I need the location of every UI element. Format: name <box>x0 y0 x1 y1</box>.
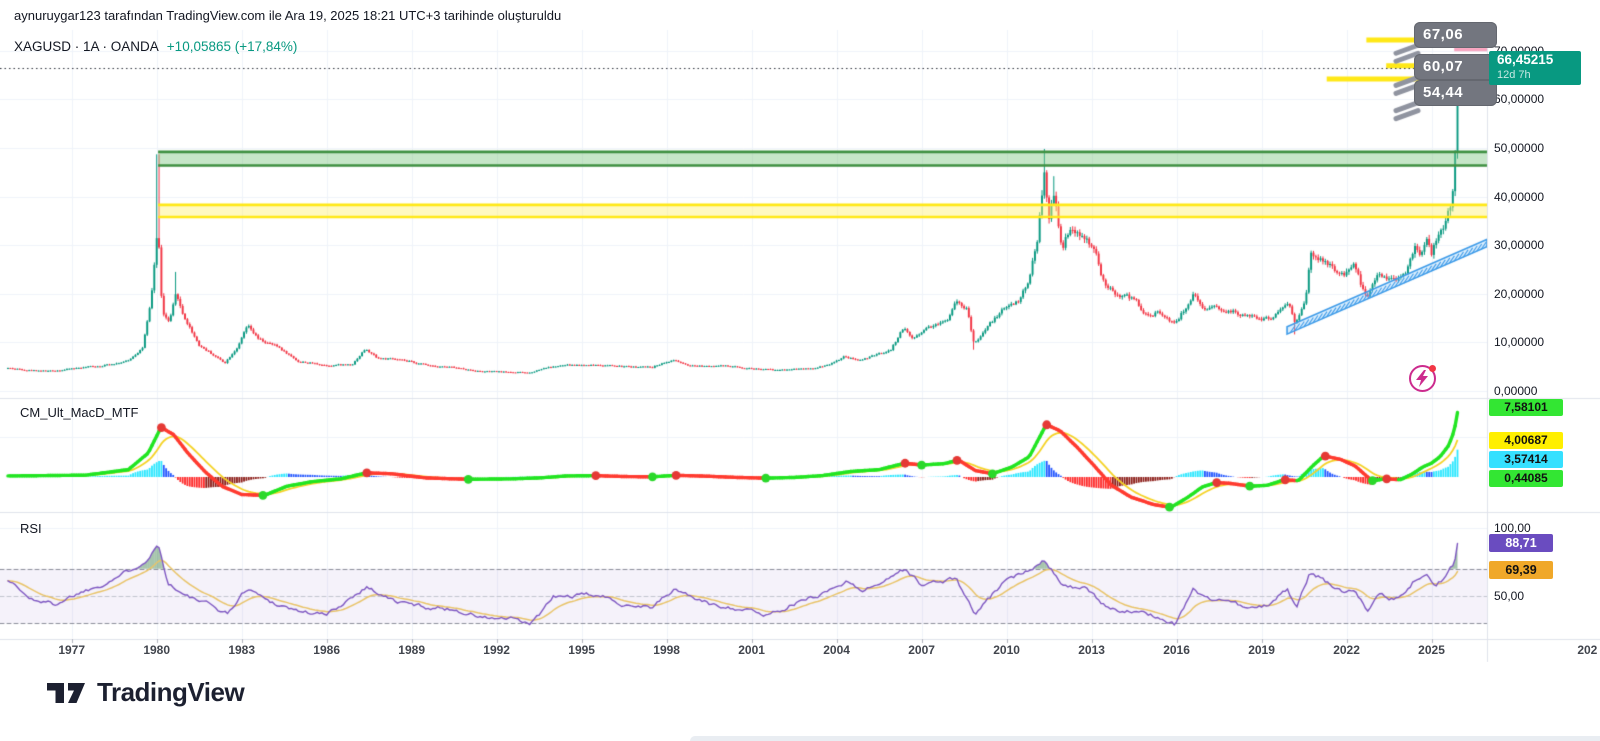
price-label-callout[interactable]: 60,07 <box>1414 54 1497 81</box>
tradingview-logo[interactable]: TradingView <box>45 677 245 708</box>
price-axis-tick: 10,00000 <box>1494 335 1545 350</box>
symbol-legend[interactable]: XAGUSD · 1A · OANDA +10,05865 (+17,84%) <box>14 39 297 54</box>
time-axis-label: 2001 <box>738 643 765 657</box>
time-axis-label: 1995 <box>568 643 595 657</box>
time-axis-label: 2016 <box>1163 643 1190 657</box>
price-axis-tick: 50,00000 <box>1494 141 1545 155</box>
price-axis-tick: 40,00000 <box>1494 189 1545 204</box>
rsi-value-chip: 88,71 <box>1489 534 1553 553</box>
time-axis-label: 2010 <box>993 643 1020 657</box>
time-axis-label: 1977 <box>58 643 86 657</box>
time-axis-label: 1992 <box>483 643 510 657</box>
time-axis-label: 202 <box>1577 643 1598 657</box>
price-axis-tick: 60,00000 <box>1494 92 1545 107</box>
macd-value-chip: 3,57414 <box>1489 450 1563 468</box>
macd-pane-title[interactable]: CM_Ult_MacD_MTF <box>20 405 139 420</box>
tradingview-logo-text: TradingView <box>97 677 245 707</box>
price-label-callout[interactable]: 67,06 <box>1414 22 1497 49</box>
time-axis-label: 1983 <box>228 643 256 657</box>
bottom-strip <box>690 736 1600 741</box>
bar-countdown: 12d 7h <box>1497 69 1531 81</box>
current-price-label: 66,45215 12d 7h <box>1489 51 1581 85</box>
macd-value-chip: 4,00687 <box>1489 431 1563 449</box>
time-axis-label: 1998 <box>653 643 680 657</box>
macd-value-chip: 7,58101 <box>1489 398 1563 416</box>
footer: TradingView <box>0 662 1600 741</box>
time-axis-label: 1980 <box>143 643 171 657</box>
time-axis-label: 2022 <box>1333 643 1360 657</box>
boost-lightning-icon[interactable] <box>1409 365 1436 392</box>
time-axis-label: 2004 <box>823 643 850 657</box>
time-axis-label: 2013 <box>1078 643 1105 657</box>
symbol-title[interactable]: XAGUSD · 1A · OANDA <box>14 39 159 54</box>
rsi-axis-tick: 100,00 <box>1494 521 1531 535</box>
attribution-text: aynuruygar123 tarafından TradingView.com… <box>14 8 562 23</box>
tradingview-logo-icon <box>47 682 85 703</box>
rsi-value-chip: 69,39 <box>1489 560 1553 579</box>
rsi-axis-tick: 50,00 <box>1494 589 1525 603</box>
price-axis-tick: 20,00000 <box>1494 286 1545 301</box>
lightning-icon <box>1416 370 1428 387</box>
time-axis-label: 2025 <box>1418 643 1445 657</box>
time-axis-label: 2007 <box>908 643 935 657</box>
macd-value-chip: 0,44085 <box>1489 469 1563 487</box>
notification-dot <box>1429 365 1436 372</box>
time-axis-label: 2019 <box>1248 643 1275 657</box>
symbol-change: +10,05865 (+17,84%) <box>166 39 298 54</box>
attribution-bar: aynuruygar123 tarafından TradingView.com… <box>14 8 561 23</box>
time-axis-label: 1989 <box>398 643 425 657</box>
price-axis-tick: 0,00000 <box>1494 384 1538 398</box>
price-label-callout[interactable]: 54,44 <box>1414 79 1497 106</box>
price-axis-tick: 30,00000 <box>1494 238 1545 253</box>
rsi-pane-title[interactable]: RSI <box>20 521 42 536</box>
time-axis-label: 1986 <box>313 643 340 657</box>
current-price-value: 66,45215 <box>1497 52 1554 67</box>
